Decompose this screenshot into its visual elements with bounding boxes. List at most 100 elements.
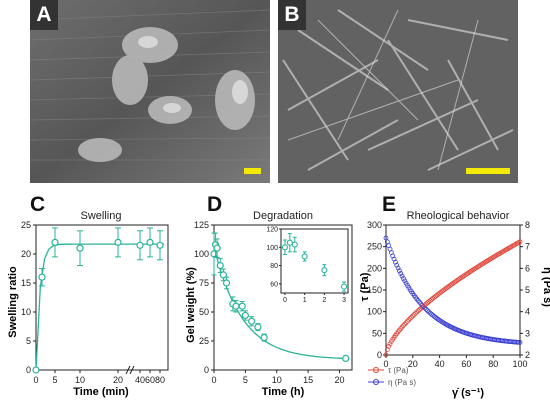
eta-point (395, 265, 401, 271)
tau-point (383, 352, 389, 358)
eta-point (398, 271, 404, 276)
sem-image-b: B (278, 0, 518, 183)
y2-axis-label: η (Pa s) (541, 267, 550, 307)
sem-texture-b (278, 0, 518, 183)
x-tick-label: 80 (155, 375, 165, 385)
y2-tick-label: 8 (525, 220, 530, 230)
tau-point (402, 321, 408, 327)
tau-point (405, 318, 410, 324)
inset-y-tick-label: 120 (266, 227, 278, 234)
inset-x-tick-label: 1 (303, 297, 307, 304)
data-point (38, 273, 46, 281)
eta-point (425, 308, 430, 314)
inset-y-tick-label: 100 (266, 245, 278, 252)
y-tick-label: 25 (199, 336, 209, 346)
tau-point (401, 323, 406, 328)
inset-x-tick-label: 3 (342, 297, 346, 304)
y-tick-label: 20 (21, 249, 31, 259)
legend-label: τ (Pa) (388, 366, 409, 375)
x-axis-label: γ̇ (s⁻¹) (452, 387, 484, 399)
tau-point (407, 316, 413, 321)
x-tick-label: 0 (383, 359, 388, 369)
y-tick-label: 50 (372, 328, 382, 338)
chart-title: Degradation (253, 210, 313, 222)
y-tick-label: 200 (367, 263, 382, 273)
data-point (146, 238, 154, 247)
x-axis-label: Time (h) (262, 386, 305, 398)
y-tick-label: 125 (194, 220, 209, 230)
x-tick-label: 10 (272, 375, 282, 385)
eta-point (426, 309, 432, 315)
y-tick-label: 10 (21, 307, 31, 317)
inset-y-tick-label: 60 (270, 281, 278, 288)
eta-point (401, 276, 406, 281)
y-tick-label: 0 (204, 365, 209, 375)
tau-point (417, 307, 422, 313)
sem-texture-a (30, 0, 270, 183)
data-point (248, 317, 256, 325)
x-tick-label: 20 (408, 359, 418, 369)
y-tick-label: 5 (26, 336, 31, 346)
eta-point (397, 268, 402, 274)
axis-break (125, 365, 131, 375)
y-tick-label: 75 (199, 278, 209, 288)
y-tick-label: 150 (367, 285, 382, 295)
y-tick-label: 300 (367, 220, 382, 230)
eta-point (423, 306, 429, 312)
inset-data-point (341, 283, 348, 290)
eta-point (422, 305, 428, 311)
scale-bar (466, 168, 510, 174)
x-tick-label: 15 (303, 375, 313, 385)
x-tick-label: 5 (52, 375, 57, 385)
y-tick-label: 15 (21, 278, 31, 288)
tau-point (414, 309, 420, 315)
x-tick-label: 20 (113, 375, 123, 385)
tau-point (517, 239, 523, 245)
x-tick-label: 80 (488, 359, 498, 369)
inset-y-tick-label: 80 (270, 263, 278, 270)
fit-curve (35, 243, 164, 371)
data-point (51, 238, 59, 247)
y2-tick-label: 7 (525, 242, 530, 252)
data-point (254, 323, 262, 331)
chart-rheology: Rheological behavior 0501001502002503002… (360, 210, 550, 399)
data-point (32, 366, 40, 374)
data-point (222, 279, 231, 287)
data-point (219, 271, 228, 279)
scale-bar (244, 168, 261, 174)
data-point (241, 311, 249, 320)
y-tick-label: 0 (26, 365, 31, 375)
sem-image-a: A (30, 0, 270, 183)
panel-label-a: A (30, 0, 58, 30)
inset-data-point (291, 241, 298, 248)
x-tick-label: 0 (211, 375, 216, 385)
data-point (136, 241, 144, 249)
tau-point (409, 314, 414, 320)
x-tick-label: 40 (435, 359, 445, 369)
y2-tick-label: 6 (525, 263, 530, 273)
x-tick-label: 60 (461, 359, 471, 369)
plot-frame (385, 224, 521, 356)
data-point (76, 244, 84, 252)
eta-point (392, 259, 398, 265)
legend-marker (373, 367, 379, 373)
y2-tick-label: 3 (525, 328, 530, 338)
legend-label: η (Pa s) (388, 378, 416, 387)
tau-point (406, 317, 412, 323)
panel-label-e: E (382, 193, 397, 216)
plot-frame (213, 224, 353, 371)
panel-label-d: D (207, 193, 223, 216)
data-point (342, 354, 350, 362)
axis-break (129, 365, 135, 375)
tau-point (415, 308, 421, 314)
inset-frame (280, 228, 349, 294)
chart-title: Swelling (81, 210, 122, 222)
x-tick-label: 20 (334, 375, 344, 385)
data-point (213, 244, 221, 252)
y2-tick-label: 5 (525, 285, 530, 295)
inset-data-point (281, 244, 288, 251)
y-axis-label: Swelling ratio (7, 266, 19, 338)
data-point (156, 241, 164, 249)
x-axis-label: Time (min) (73, 386, 129, 398)
y-axis-label: Gel weight (%) (185, 267, 197, 343)
